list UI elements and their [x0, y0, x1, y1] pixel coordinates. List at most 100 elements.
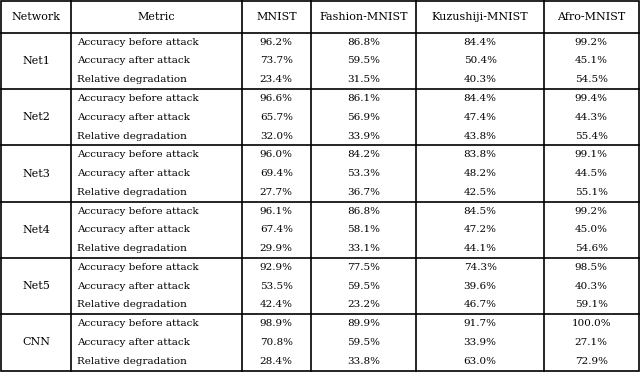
Text: 67.4%: 67.4% [260, 225, 293, 234]
Text: 96.6%: 96.6% [260, 94, 293, 103]
Text: 36.7%: 36.7% [347, 188, 380, 197]
Text: 33.9%: 33.9% [464, 338, 497, 347]
Text: 45.0%: 45.0% [575, 225, 608, 234]
Text: Afro-MNIST: Afro-MNIST [557, 12, 625, 22]
Text: 72.9%: 72.9% [575, 357, 608, 366]
Text: 99.4%: 99.4% [575, 94, 608, 103]
Text: Accuracy after attack: Accuracy after attack [77, 57, 190, 65]
Text: Net1: Net1 [22, 56, 50, 66]
Text: 40.3%: 40.3% [464, 75, 497, 84]
Text: 54.5%: 54.5% [575, 75, 608, 84]
Text: 27.7%: 27.7% [260, 188, 293, 197]
Text: 32.0%: 32.0% [260, 131, 293, 141]
Text: 91.7%: 91.7% [464, 319, 497, 328]
Text: Accuracy after attack: Accuracy after attack [77, 282, 190, 291]
Text: 96.1%: 96.1% [260, 206, 293, 216]
Text: MNIST: MNIST [256, 12, 296, 22]
Text: 40.3%: 40.3% [575, 282, 608, 291]
Text: 74.3%: 74.3% [464, 263, 497, 272]
Text: 28.4%: 28.4% [260, 357, 293, 366]
Text: 86.8%: 86.8% [347, 38, 380, 46]
Text: Accuracy after attack: Accuracy after attack [77, 338, 190, 347]
Text: Accuracy before attack: Accuracy before attack [77, 94, 198, 103]
Text: 73.7%: 73.7% [260, 57, 293, 65]
Text: 92.9%: 92.9% [260, 263, 293, 272]
Text: 43.8%: 43.8% [464, 131, 497, 141]
Text: 39.6%: 39.6% [464, 282, 497, 291]
Text: Accuracy after attack: Accuracy after attack [77, 113, 190, 122]
Text: 59.5%: 59.5% [347, 57, 380, 65]
Text: 99.2%: 99.2% [575, 206, 608, 216]
Text: Fashion-MNIST: Fashion-MNIST [319, 12, 408, 22]
Text: 33.9%: 33.9% [347, 131, 380, 141]
Text: 42.5%: 42.5% [464, 188, 497, 197]
Text: CNN: CNN [22, 337, 50, 347]
Text: 45.1%: 45.1% [575, 57, 608, 65]
Text: Accuracy before attack: Accuracy before attack [77, 38, 198, 46]
Text: Net4: Net4 [22, 225, 50, 235]
Text: Relative degradation: Relative degradation [77, 75, 187, 84]
Text: Relative degradation: Relative degradation [77, 131, 187, 141]
Text: 53.5%: 53.5% [260, 282, 293, 291]
Text: 86.8%: 86.8% [347, 206, 380, 216]
Text: Accuracy before attack: Accuracy before attack [77, 206, 198, 216]
Text: 29.9%: 29.9% [260, 244, 293, 253]
Text: 50.4%: 50.4% [464, 57, 497, 65]
Text: Accuracy after attack: Accuracy after attack [77, 225, 190, 234]
Text: 56.9%: 56.9% [347, 113, 380, 122]
Text: 84.4%: 84.4% [464, 38, 497, 46]
Text: Net2: Net2 [22, 112, 50, 122]
Text: 42.4%: 42.4% [260, 301, 293, 310]
Text: 44.3%: 44.3% [575, 113, 608, 122]
Text: 58.1%: 58.1% [347, 225, 380, 234]
Text: 100.0%: 100.0% [572, 319, 611, 328]
Text: Accuracy before attack: Accuracy before attack [77, 263, 198, 272]
Text: 47.4%: 47.4% [464, 113, 497, 122]
Text: Accuracy after attack: Accuracy after attack [77, 169, 190, 178]
Text: 83.8%: 83.8% [464, 150, 497, 159]
Text: 70.8%: 70.8% [260, 338, 293, 347]
Text: Relative degradation: Relative degradation [77, 357, 187, 366]
Text: 46.7%: 46.7% [464, 301, 497, 310]
Text: 48.2%: 48.2% [464, 169, 497, 178]
Text: 89.9%: 89.9% [347, 319, 380, 328]
Text: 55.4%: 55.4% [575, 131, 608, 141]
Text: 98.5%: 98.5% [575, 263, 608, 272]
Text: 59.5%: 59.5% [347, 282, 380, 291]
Text: 55.1%: 55.1% [575, 188, 608, 197]
Text: 44.5%: 44.5% [575, 169, 608, 178]
Text: Kuzushiji-MNIST: Kuzushiji-MNIST [432, 12, 529, 22]
Text: 27.1%: 27.1% [575, 338, 608, 347]
Text: Network: Network [12, 12, 61, 22]
Text: 84.2%: 84.2% [347, 150, 380, 159]
Text: Net3: Net3 [22, 169, 50, 179]
Text: 99.2%: 99.2% [575, 38, 608, 46]
Text: 84.4%: 84.4% [464, 94, 497, 103]
Text: 44.1%: 44.1% [464, 244, 497, 253]
Text: 98.9%: 98.9% [260, 319, 293, 328]
Text: 63.0%: 63.0% [464, 357, 497, 366]
Text: 33.8%: 33.8% [347, 357, 380, 366]
Text: 59.1%: 59.1% [575, 301, 608, 310]
Text: 31.5%: 31.5% [347, 75, 380, 84]
Text: 33.1%: 33.1% [347, 244, 380, 253]
Text: Relative degradation: Relative degradation [77, 244, 187, 253]
Text: Accuracy before attack: Accuracy before attack [77, 319, 198, 328]
Text: 65.7%: 65.7% [260, 113, 293, 122]
Text: Net5: Net5 [22, 281, 50, 291]
Text: 47.2%: 47.2% [464, 225, 497, 234]
Text: 99.1%: 99.1% [575, 150, 608, 159]
Text: Relative degradation: Relative degradation [77, 188, 187, 197]
Text: 96.2%: 96.2% [260, 38, 293, 46]
Text: 53.3%: 53.3% [347, 169, 380, 178]
Text: 54.6%: 54.6% [575, 244, 608, 253]
Text: 23.2%: 23.2% [347, 301, 380, 310]
Text: 96.0%: 96.0% [260, 150, 293, 159]
Text: Relative degradation: Relative degradation [77, 301, 187, 310]
Text: 23.4%: 23.4% [260, 75, 293, 84]
Text: 69.4%: 69.4% [260, 169, 293, 178]
Text: 59.5%: 59.5% [347, 338, 380, 347]
Text: Metric: Metric [138, 12, 175, 22]
Text: 84.5%: 84.5% [464, 206, 497, 216]
Text: Accuracy before attack: Accuracy before attack [77, 150, 198, 159]
